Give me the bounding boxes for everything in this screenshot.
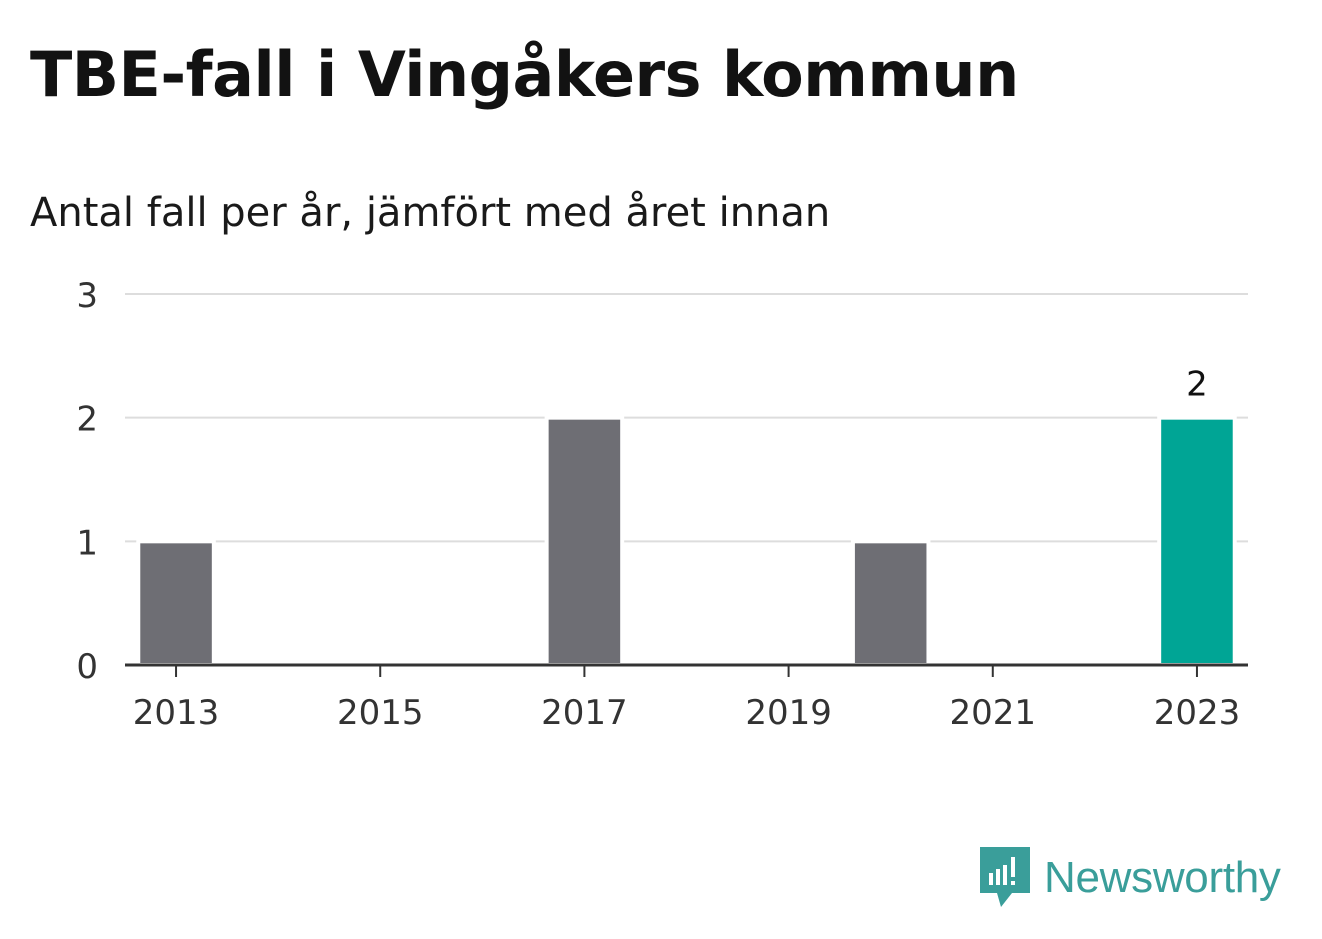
axes	[125, 663, 1248, 677]
x-tick-label: 2013	[133, 693, 220, 733]
gridlines	[125, 293, 1248, 543]
brand-name: Newsworthy	[1044, 853, 1281, 902]
bar	[544, 415, 625, 667]
y-tick-label: 3	[76, 276, 98, 316]
x-tick-label: 2019	[745, 693, 832, 733]
x-tick-label: 2023	[1154, 693, 1241, 733]
newsworthy-brand: Newsworthy	[980, 846, 1281, 910]
x-tick-label: 2017	[541, 693, 628, 733]
x-tick-label: 2021	[950, 693, 1037, 733]
labels: 0 1 2 3 2013 2015 2017 2019 2021 2023 2	[76, 276, 1240, 733]
x-tick-label: 2015	[337, 693, 424, 733]
bar	[850, 539, 931, 667]
bar	[136, 539, 216, 667]
chart-subtitle: Antal fall per år, jämfört med året inna…	[30, 190, 831, 236]
newsworthy-logo-icon	[980, 847, 1030, 907]
chart-title: TBE-fall i Vingåkers kommun	[30, 38, 1019, 111]
bar	[1157, 415, 1237, 667]
y-tick-label: 1	[76, 523, 98, 563]
data-label: 2	[1186, 365, 1208, 405]
bars	[136, 415, 1237, 667]
y-tick-label: 2	[76, 400, 98, 440]
y-tick-label: 0	[76, 647, 98, 687]
